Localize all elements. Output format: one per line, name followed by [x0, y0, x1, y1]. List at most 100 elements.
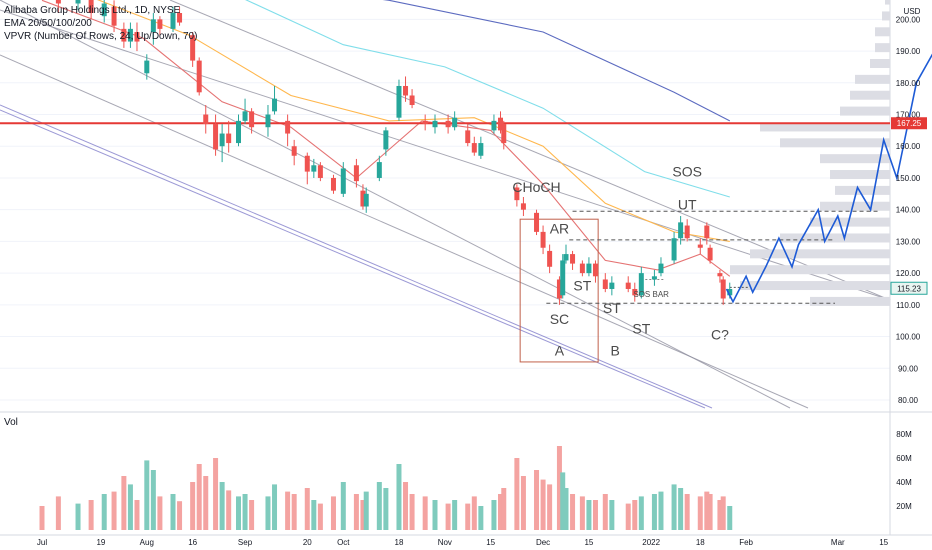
candle-body — [409, 95, 415, 106]
annotation-label: A — [555, 343, 565, 359]
candle — [150, 13, 156, 45]
symbol-title: Alibaba Group Holdings Ltd., 1D, NYSE — [4, 5, 181, 16]
price-tick-label: 100.00 — [896, 333, 921, 342]
candle-body — [707, 247, 713, 261]
volume-bar — [360, 500, 366, 530]
candle — [563, 244, 569, 264]
candle — [353, 158, 359, 188]
candle — [501, 120, 507, 150]
candle — [471, 136, 477, 156]
price-axis: USD 80.00 90.00 100.00 110.00 120.00 130.00 140… — [890, 7, 928, 511]
candle-body — [498, 117, 503, 131]
volume-bar — [403, 482, 409, 530]
time-tick-label: 15 — [486, 538, 495, 547]
volume-bar — [265, 496, 271, 530]
candle — [720, 276, 726, 305]
volume-bar — [236, 496, 241, 530]
vpvr-indicator-label[interactable]: VPVR (Number Of Rows, 24, Up/Down, 70) — [4, 31, 198, 42]
candle — [498, 111, 503, 134]
candle — [157, 16, 163, 36]
candle — [547, 244, 553, 274]
candle-body — [196, 60, 202, 93]
volume-bar — [304, 488, 310, 530]
candle — [121, 22, 127, 48]
volume-bar — [272, 484, 278, 530]
candle — [478, 136, 484, 159]
time-tick-label: 19 — [96, 538, 105, 547]
volume-bar — [144, 460, 150, 530]
volume-profile-bar — [885, 0, 890, 5]
candle — [651, 269, 657, 286]
badge-text: 115.23 — [897, 284, 921, 293]
candle — [560, 254, 566, 299]
candle — [704, 222, 710, 245]
price-tick-label: 110.00 — [896, 301, 920, 310]
candle-body — [678, 222, 684, 239]
price-tick-label: 200.00 — [896, 15, 921, 24]
volume-bar — [534, 470, 540, 530]
candle — [422, 114, 428, 131]
candle-body — [265, 114, 271, 128]
candle — [678, 216, 684, 245]
volume-bar — [127, 484, 133, 530]
candle-body — [360, 190, 366, 207]
ema-indicator-label[interactable]: EMA 20/50/100/200 — [4, 18, 92, 29]
volume-bar — [602, 494, 608, 530]
candle-body — [101, 3, 107, 17]
volume-bar — [422, 496, 428, 530]
candle-body — [563, 254, 569, 261]
candle-body — [285, 120, 291, 134]
candle-body — [720, 279, 726, 299]
annotation-label: ST — [573, 278, 591, 294]
volume-bar — [678, 488, 684, 530]
candle-body — [213, 124, 219, 150]
volume-bar — [465, 503, 471, 530]
time-tick-label: Aug — [140, 538, 154, 547]
volume-tick-label: 60M — [896, 454, 912, 463]
candle-body — [330, 177, 336, 191]
annotation-label: CHoCH — [512, 179, 560, 195]
volume-bar — [560, 472, 566, 530]
volume-bar — [651, 494, 657, 530]
volume-bar — [101, 494, 107, 530]
candle-body — [540, 231, 546, 248]
candle-body — [570, 254, 576, 264]
volume-bar — [170, 494, 176, 530]
candle-body — [632, 288, 638, 296]
volume-bar — [638, 496, 644, 530]
volume-profile-bar — [830, 170, 890, 180]
volume-bar — [249, 500, 255, 530]
candle-body — [403, 85, 409, 96]
time-tick-label: Nov — [438, 538, 452, 547]
candle-body — [671, 238, 677, 261]
candle-body — [127, 28, 133, 42]
candle — [602, 273, 608, 293]
candle-body — [363, 193, 369, 207]
trend-channel-lines — [0, 0, 891, 409]
time-tick-label: 20 — [303, 538, 312, 547]
candle — [242, 98, 248, 125]
volume-bar — [383, 488, 389, 530]
channel-line — [0, 104, 713, 409]
time-tick-label: 2022 — [642, 538, 660, 547]
volume-profile-bar — [850, 90, 890, 100]
candle — [684, 219, 690, 242]
candle — [707, 244, 713, 264]
volume-bar — [409, 494, 415, 530]
candle — [396, 79, 402, 121]
candle — [317, 162, 323, 182]
candle-body — [340, 168, 346, 194]
projection-line — [725, 53, 932, 304]
volume-bar — [317, 503, 323, 530]
candle-body — [556, 279, 562, 299]
candle-body — [445, 120, 451, 128]
candle — [383, 127, 389, 156]
volume-bar — [55, 496, 61, 530]
volume-bar — [396, 464, 402, 530]
volume-bar — [471, 496, 477, 530]
price-tick-label: 140.00 — [896, 206, 921, 215]
candle-body — [465, 130, 471, 144]
volume-bar — [242, 494, 248, 530]
